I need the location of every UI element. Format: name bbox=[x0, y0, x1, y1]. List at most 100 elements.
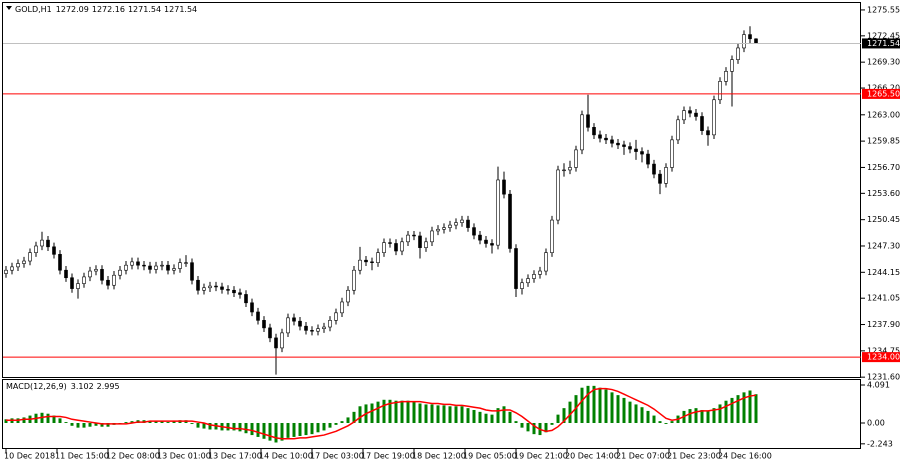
macd-bar bbox=[658, 421, 662, 423]
menu-triangle[interactable] bbox=[6, 6, 12, 10]
candle-body bbox=[568, 167, 572, 171]
macd-bar bbox=[412, 401, 416, 423]
candle-body bbox=[562, 169, 566, 172]
macd-bar bbox=[202, 422, 206, 429]
candle-body bbox=[220, 286, 224, 290]
macd-bar bbox=[580, 387, 584, 423]
macd-bar bbox=[592, 385, 596, 423]
macd-bar bbox=[454, 406, 458, 423]
x-tick-label: 20 Dec 14:00 bbox=[565, 452, 619, 461]
macd-bar bbox=[106, 422, 110, 427]
level-label-box bbox=[862, 88, 900, 99]
macd-bar bbox=[520, 422, 524, 428]
candle-body bbox=[622, 144, 626, 147]
x-tick-label: 12 Dec 08:00 bbox=[106, 452, 160, 461]
candle-body bbox=[460, 219, 464, 223]
y-tick-label: 1241.05 bbox=[867, 294, 900, 303]
candle-body bbox=[532, 274, 536, 279]
macd-bar bbox=[346, 417, 350, 423]
macd-bar bbox=[160, 421, 164, 423]
candle-body bbox=[490, 243, 494, 246]
macd-bar bbox=[130, 421, 134, 423]
macd-bar bbox=[598, 387, 602, 423]
macd-bar bbox=[100, 422, 104, 427]
chart-header: GOLD,H1 1272.09 1272.16 1271.54 1271.54 bbox=[15, 5, 197, 14]
macd-bar bbox=[550, 422, 554, 425]
macd-bar bbox=[424, 404, 428, 423]
candle-body bbox=[754, 38, 758, 44]
candle-body bbox=[262, 320, 266, 329]
macd-bar bbox=[706, 410, 710, 423]
candle-body bbox=[370, 261, 374, 263]
macd-bar bbox=[664, 422, 668, 424]
candle-body bbox=[700, 116, 704, 131]
candle-body bbox=[58, 254, 62, 271]
macd-bar bbox=[406, 400, 410, 423]
candle-body bbox=[664, 167, 668, 184]
candle-body bbox=[52, 246, 56, 255]
x-tick-label: 21 Dec 07:00 bbox=[616, 452, 670, 461]
candle-body bbox=[628, 146, 632, 150]
macd-bar bbox=[280, 422, 284, 441]
x-tick-label: 14 Dec 10:00 bbox=[259, 452, 313, 461]
macd-bar bbox=[76, 422, 80, 428]
macd-bar bbox=[736, 395, 740, 423]
candle-body bbox=[682, 110, 686, 121]
candle-body bbox=[82, 276, 86, 284]
candle-body bbox=[352, 269, 356, 291]
candle-body bbox=[724, 71, 728, 82]
y-tick-label: 1256.70 bbox=[867, 163, 900, 172]
y-tick-label: 1231.60 bbox=[867, 373, 900, 382]
candle-body bbox=[592, 127, 596, 136]
x-tick-label: 17 Dec 03:00 bbox=[310, 452, 364, 461]
candle-body bbox=[526, 278, 530, 284]
candle-body bbox=[382, 242, 386, 253]
macd-bar bbox=[208, 422, 212, 430]
macd-bar bbox=[70, 422, 74, 426]
candle-body bbox=[388, 242, 392, 244]
macd-bar bbox=[334, 422, 338, 425]
macd-bar bbox=[304, 422, 308, 436]
candle-body bbox=[550, 219, 554, 253]
x-tick-label: 19 Dec 21:00 bbox=[514, 452, 568, 461]
macd-bar bbox=[460, 406, 464, 423]
macd-bar bbox=[544, 422, 548, 433]
candle-body bbox=[652, 163, 656, 175]
macd-bar bbox=[418, 403, 422, 423]
macd-bar bbox=[742, 392, 746, 423]
macd-bar bbox=[754, 394, 758, 423]
candle-body bbox=[70, 277, 74, 289]
candle-body bbox=[610, 139, 614, 144]
macd-bar bbox=[376, 401, 380, 423]
macd-bar bbox=[610, 392, 614, 423]
x-tick-label: 18 Dec 12:00 bbox=[412, 452, 466, 461]
macd-bar bbox=[88, 422, 92, 427]
candle-body bbox=[232, 289, 236, 294]
macd-bar bbox=[466, 408, 470, 423]
candle-body bbox=[274, 337, 278, 349]
macd-bar bbox=[244, 422, 248, 434]
macd-bar bbox=[718, 404, 722, 423]
macd-bar bbox=[286, 422, 290, 438]
macd-bar bbox=[748, 390, 752, 423]
candle-body bbox=[718, 81, 722, 101]
y-tick-label: 1266.20 bbox=[867, 84, 900, 93]
macd-bar bbox=[652, 415, 656, 423]
macd-bar bbox=[496, 408, 500, 423]
macd-bar bbox=[562, 408, 566, 423]
x-tick-label: 13 Dec 17:00 bbox=[208, 452, 262, 461]
candle-body bbox=[124, 264, 128, 271]
macd-bar bbox=[238, 422, 242, 432]
candle-body bbox=[100, 269, 104, 281]
candle-body bbox=[184, 262, 188, 264]
macd-bar bbox=[448, 406, 452, 423]
candle-body bbox=[448, 224, 452, 228]
candle-body bbox=[154, 265, 158, 270]
macd-bar bbox=[148, 421, 152, 423]
header-open: 1272.09 bbox=[56, 5, 89, 14]
macd-bar bbox=[622, 397, 626, 423]
x-tick-label: 17 Dec 19:00 bbox=[361, 452, 415, 461]
candle-body bbox=[46, 239, 50, 248]
macd-bar bbox=[58, 418, 62, 423]
macd-bar bbox=[400, 400, 404, 423]
